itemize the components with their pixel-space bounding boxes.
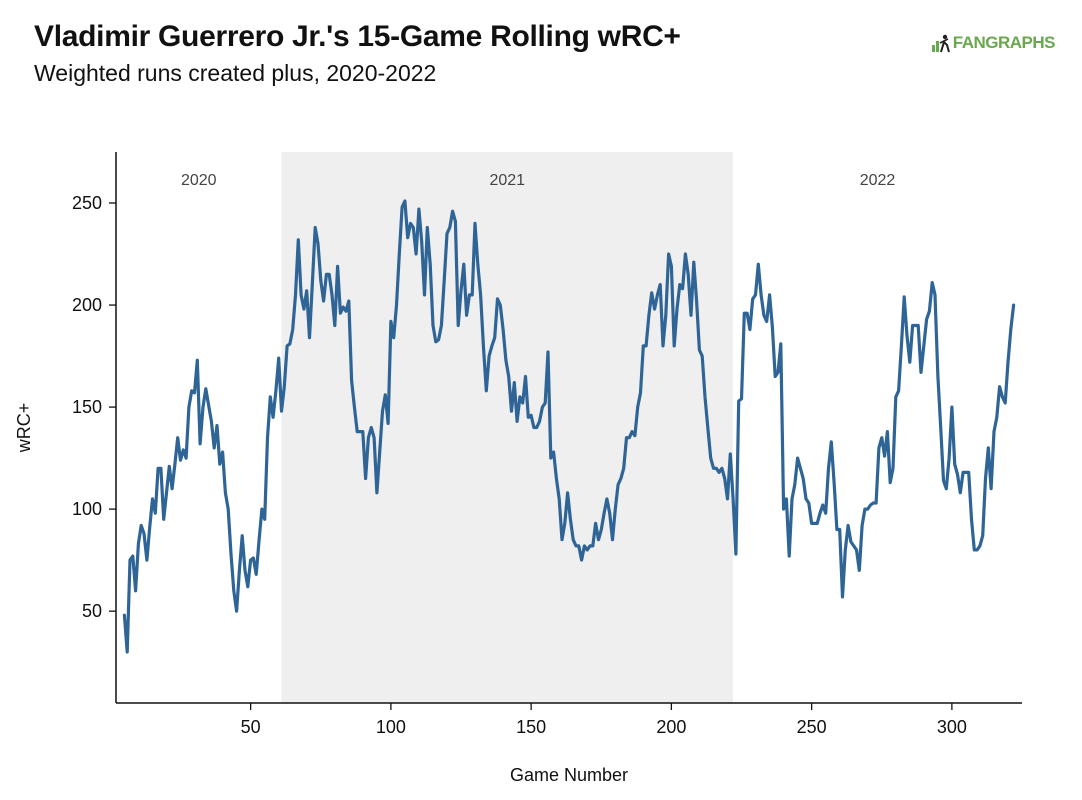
y-tick-label: 100 — [72, 499, 102, 519]
season-label-2020: 2020 — [181, 172, 217, 189]
y-tick-label: 150 — [72, 397, 102, 417]
x-tick-label: 200 — [656, 717, 686, 737]
season-labels: 2020 2021 2022 — [181, 172, 895, 189]
x-axis-title: Game Number — [510, 765, 628, 785]
fangraphs-logo-icon — [931, 34, 950, 53]
y-axis-title: wRC+ — [14, 403, 34, 454]
season-shading — [281, 152, 734, 703]
season-label-2021: 2021 — [489, 172, 525, 189]
fangraphs-logo: FANGRAPHS — [931, 33, 1056, 53]
series-line-wrc-plus — [122, 199, 1016, 654]
x-tick-label: 100 — [376, 717, 406, 737]
chart-title: Vladimir Guerrero Jr.'s 15-Game Rolling … — [34, 20, 681, 53]
x-axis-ticks: 50 100 150 200 250 300 — [241, 703, 967, 737]
chart-subtitle: Weighted runs created plus, 2020-2022 — [34, 60, 437, 86]
x-tick-label: 300 — [937, 717, 967, 737]
y-axis-ticks: 50 100 150 200 250 — [72, 193, 116, 621]
x-tick-label: 150 — [516, 717, 546, 737]
y-tick-label: 200 — [72, 295, 102, 315]
y-tick-label: 50 — [82, 601, 102, 621]
fangraphs-logo-text: FANGRAPHS — [952, 33, 1056, 52]
x-tick-label: 50 — [241, 717, 261, 737]
x-tick-label: 250 — [797, 717, 827, 737]
season-label-2022: 2022 — [860, 172, 896, 189]
season-shade-2021 — [281, 152, 734, 703]
y-tick-label: 250 — [72, 193, 102, 213]
